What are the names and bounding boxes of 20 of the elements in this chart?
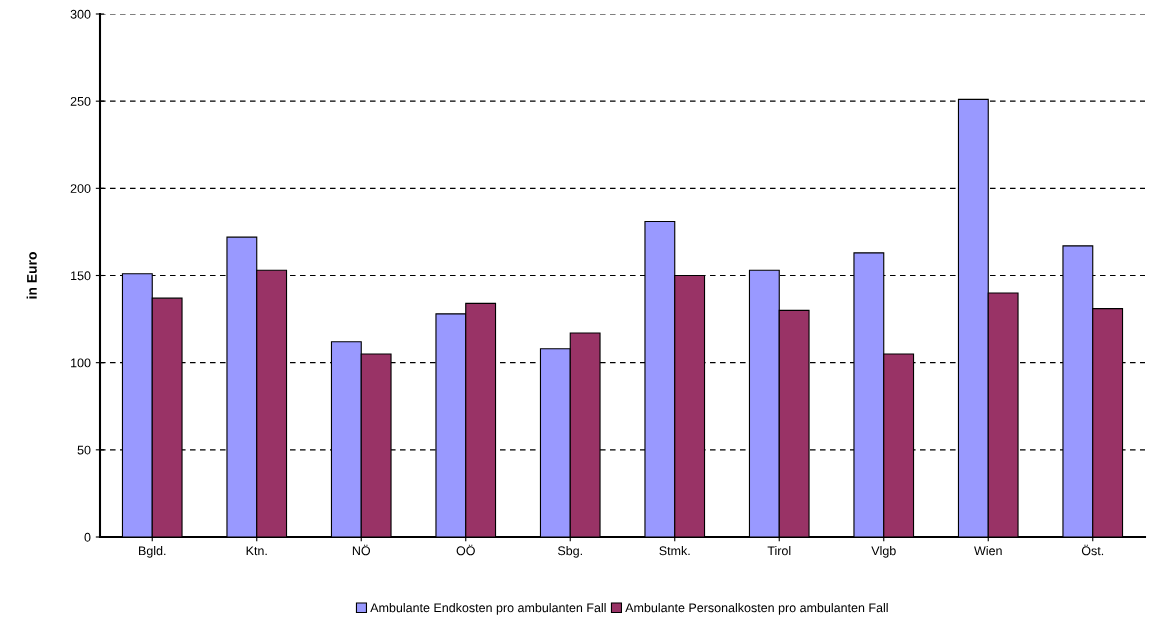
x-tick-label: Tirol (767, 546, 791, 556)
x-tick-label: Bgld. (139, 546, 166, 558)
y-tick-label: 200 (70, 184, 91, 193)
x-tick-label: Öst. (1081, 544, 1104, 556)
y-tick-label: 0 (84, 532, 91, 542)
x-tick-label: Sbg. (557, 546, 582, 558)
y-tick-label: 300 (70, 9, 91, 19)
x-tick-label: Vlgb (871, 546, 896, 558)
x-tick-label: Ktn. (246, 546, 267, 556)
legend-label: Ambulante Personalkosten pro ambulanten Fall (625, 603, 888, 615)
y-tick-label: 250 (70, 96, 91, 106)
x-tick-label: OÖ (456, 544, 475, 556)
y-tick-label: 100 (71, 358, 91, 368)
legend-label: Ambulante Endkosten pro ambulanten Fall (370, 603, 606, 615)
y-axis-title: in Euro (26, 252, 37, 299)
x-tick-label: Stmk. (659, 546, 690, 556)
y-tick-label: 150 (71, 271, 91, 281)
x-tick-label: NÖ (352, 544, 371, 556)
y-tick-label: 50 (77, 445, 91, 455)
x-tick-label: Wien (974, 546, 1002, 556)
